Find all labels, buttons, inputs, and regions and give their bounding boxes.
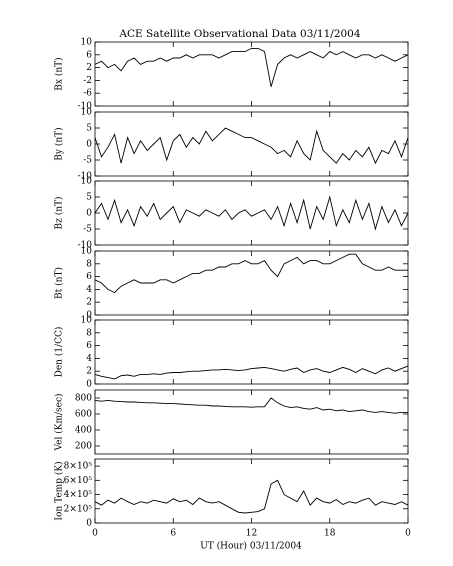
y-tick-label: 400 — [75, 426, 92, 436]
panel-frame — [94, 41, 409, 107]
y-tick-label: -2 — [83, 76, 92, 86]
y-tick-label: 5 — [86, 193, 92, 203]
y-tick-label: 4 — [86, 354, 92, 364]
y-tick-label: 0 — [86, 209, 92, 219]
y-tick-label: 10 — [81, 108, 93, 118]
y-axis-label: By (nT) — [54, 127, 65, 160]
y-tick-label: 0 — [86, 380, 92, 390]
y-tick-label: 2 — [86, 298, 92, 308]
chart-title: ACE Satellite Observational Data 03/11/2… — [118, 28, 360, 40]
y-tick-label: 8 — [86, 259, 92, 269]
y-tick-label: 6×10⁵ — [64, 476, 93, 486]
y-tick-label: 2×10⁵ — [64, 504, 93, 514]
data-line — [94, 253, 408, 294]
y-tick-label: 4×10⁵ — [64, 490, 93, 500]
y-tick-label: -10 — [78, 102, 93, 112]
y-tick-label: 0 — [86, 311, 92, 321]
y-tick-label: 6 — [86, 341, 92, 351]
y-tick-label: 2 — [86, 63, 92, 73]
y-tick-label: 0 — [86, 519, 92, 529]
data-line — [94, 195, 409, 231]
y-tick-label: 2 — [86, 367, 92, 377]
x-tick-label: 0 — [405, 529, 411, 539]
y-tick-label: 0 — [86, 140, 92, 150]
x-tick-label: 12 — [246, 529, 257, 539]
y-tick-label: 6 — [86, 272, 92, 282]
data-line — [94, 397, 408, 414]
data-line — [94, 47, 409, 87]
data-line — [94, 365, 409, 380]
y-tick-label: 10 — [81, 316, 93, 326]
data-line — [94, 127, 409, 165]
y-tick-label: 10 — [81, 247, 93, 257]
data-line — [94, 479, 409, 514]
x-tick-label: 6 — [170, 529, 176, 539]
y-axis-label: Vel (Km/sec) — [54, 393, 65, 451]
panel-frame — [94, 111, 409, 177]
y-axis-label: Bz (nT) — [54, 196, 65, 229]
y-tick-label: 8 — [86, 328, 92, 338]
y-tick-label: -5 — [83, 156, 92, 166]
panel-frame — [94, 180, 409, 246]
y-tick-label: 8×10⁵ — [64, 462, 93, 472]
x-tick-label: 18 — [324, 529, 336, 539]
y-tick-label: -5 — [83, 225, 92, 235]
y-tick-label: 4 — [86, 285, 92, 295]
y-tick-label: 10 — [81, 177, 93, 187]
y-axis-label: Den (1/CC) — [54, 327, 65, 378]
y-tick-label: -6 — [83, 89, 92, 99]
y-axis-label: Bt (nT) — [54, 267, 65, 299]
y-tick-label: 800 — [75, 394, 92, 404]
y-axis-label: Ion Temp (K) — [54, 461, 65, 520]
y-tick-label: 5 — [86, 124, 92, 134]
x-tick-label: 0 — [92, 529, 98, 539]
y-tick-label: 6 — [86, 50, 92, 60]
y-tick-label: -10 — [78, 241, 93, 251]
y-tick-label: -10 — [78, 172, 93, 182]
y-tick-label: 200 — [75, 442, 92, 452]
y-tick-label: 600 — [75, 410, 92, 420]
y-tick-label: 10 — [81, 38, 93, 48]
panel-frame — [94, 389, 409, 455]
y-axis-label: Bx (nT) — [54, 57, 65, 90]
panel-frame — [94, 458, 409, 524]
x-axis-label: UT (Hour) 03/11/2004 — [200, 541, 302, 552]
